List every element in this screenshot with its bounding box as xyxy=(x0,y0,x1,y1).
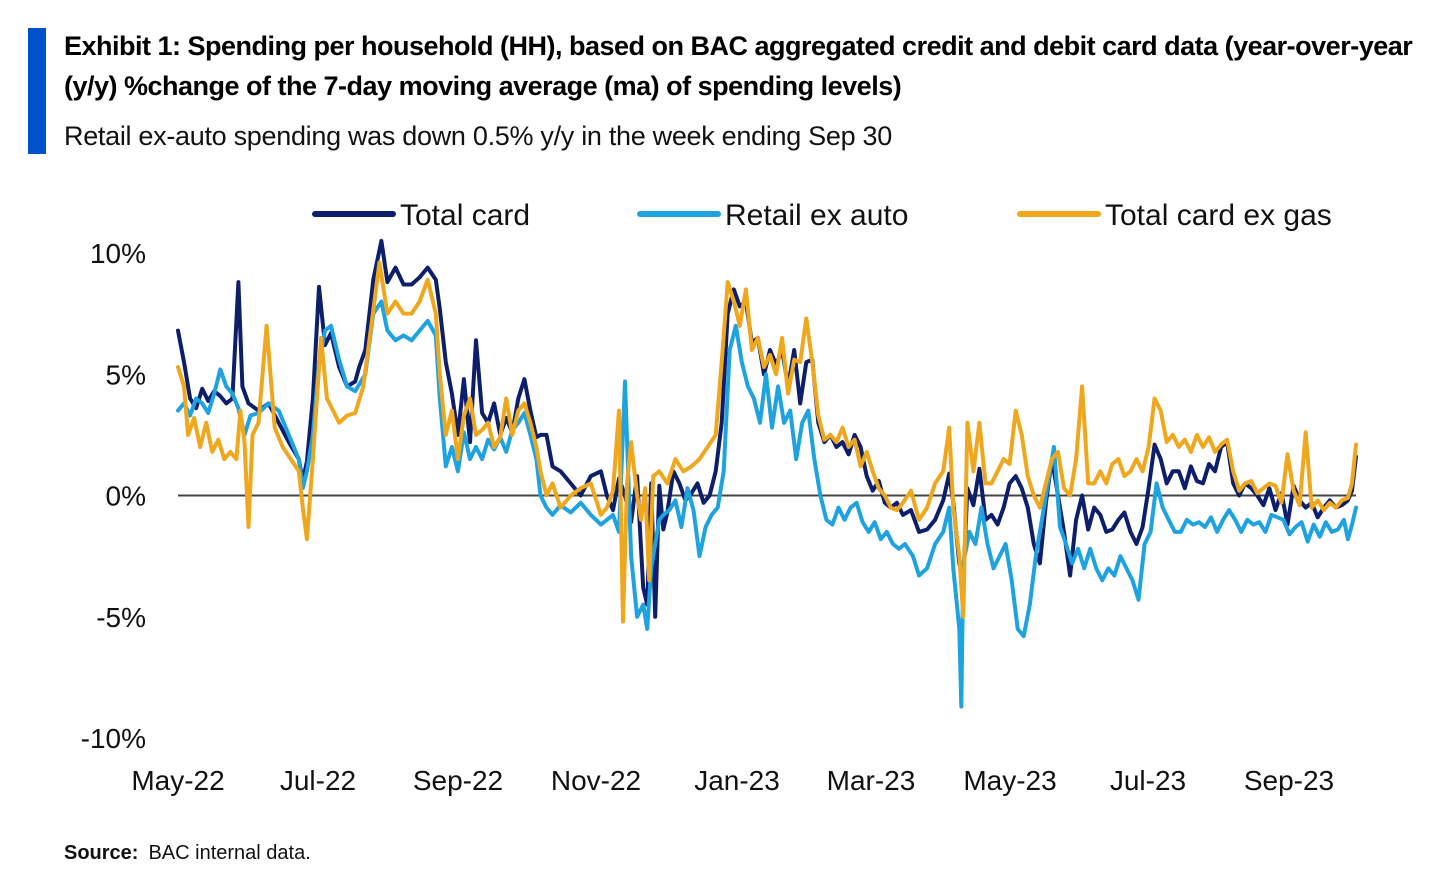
series-line-total-card xyxy=(176,238,1358,619)
series-line-total-card-ex-gas xyxy=(176,260,1358,624)
chart-subtitle: Retail ex-auto spending was down 0.5% y/… xyxy=(64,121,892,151)
y-tick-label: 0% xyxy=(106,481,146,512)
legend-label: Total card ex gas xyxy=(1105,199,1332,232)
chart-legend: Total card Retail ex auto Total card ex ga… xyxy=(312,199,1332,232)
legend-label: Retail ex auto xyxy=(725,199,908,232)
y-axis: 10% 5% 0% -5% -10% xyxy=(81,238,146,754)
x-tick-label: Mar-23 xyxy=(827,765,916,796)
x-axis: May-22 Jul-22 Sep-22 Nov-22 Jan-23 Mar-23 May-… xyxy=(131,765,1334,796)
series-group xyxy=(176,238,1358,709)
chart-title: Exhibit 1: Spending per household (HH), … xyxy=(64,31,1413,101)
y-tick-label: 5% xyxy=(106,359,146,390)
y-tick-label: 10% xyxy=(90,238,146,269)
x-tick-label: Sep-22 xyxy=(413,765,503,796)
y-tick-label: -10% xyxy=(81,723,146,754)
x-tick-label: May-22 xyxy=(131,765,224,796)
series-line-retail-ex-auto xyxy=(176,299,1358,709)
x-tick-label: Jan-23 xyxy=(694,765,780,796)
source-note: Source: BAC internal data. xyxy=(64,842,311,865)
source-label: Source: xyxy=(64,842,139,864)
x-tick-label: May-23 xyxy=(963,765,1056,796)
accent-bar xyxy=(28,28,46,154)
x-tick-label: Jul-22 xyxy=(280,765,356,796)
x-tick-label: Sep-23 xyxy=(1244,765,1334,796)
source-text: BAC internal data. xyxy=(148,842,311,864)
legend-label: Total card xyxy=(400,199,530,232)
x-tick-label: Nov-22 xyxy=(551,765,641,796)
x-tick-label: Jul-23 xyxy=(1110,765,1186,796)
y-tick-label: -5% xyxy=(96,602,146,633)
